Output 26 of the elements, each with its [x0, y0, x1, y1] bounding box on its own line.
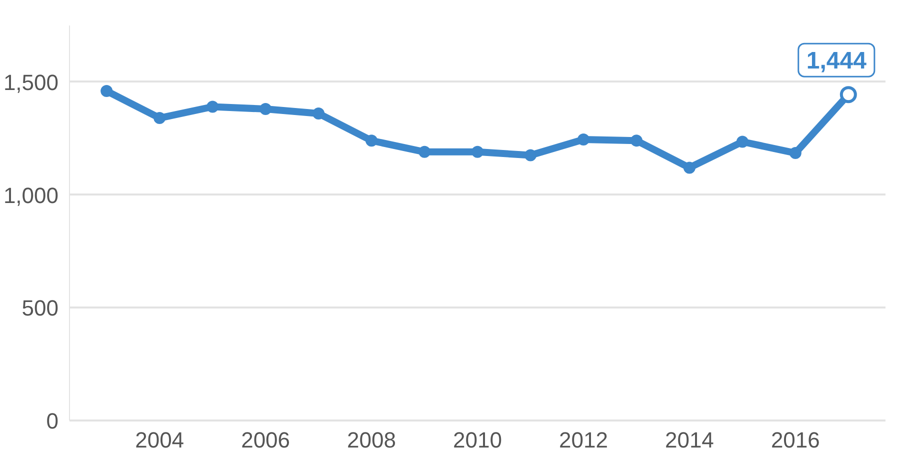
point	[206, 100, 219, 113]
data-label: 1,444	[806, 48, 868, 75]
y-tick-label: 500	[22, 296, 59, 321]
point	[524, 149, 536, 162]
point	[312, 108, 325, 120]
point	[789, 147, 802, 160]
point	[100, 84, 113, 97]
y-tick-label: 1,500	[3, 70, 59, 95]
point	[630, 134, 642, 147]
x-tick-label: 2004	[135, 428, 184, 450]
point	[736, 136, 748, 148]
point	[683, 162, 696, 174]
point	[418, 146, 431, 158]
point	[366, 134, 378, 147]
point	[577, 133, 590, 146]
y-tick-label: 0	[46, 408, 59, 434]
x-tick-label: 2012	[559, 428, 608, 450]
y-tick-label: 1,000	[3, 182, 59, 208]
x-tick-label: 2008	[347, 428, 396, 450]
x-tick-label: 2014	[664, 428, 714, 450]
point	[260, 103, 272, 116]
x-tick-label: 2010	[453, 428, 502, 450]
point	[472, 146, 484, 158]
point	[154, 112, 166, 124]
x-tick-label: 2006	[241, 428, 290, 450]
x-tick-label: 2016	[770, 428, 820, 450]
